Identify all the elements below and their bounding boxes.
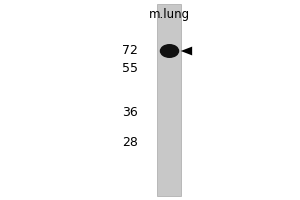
Text: 36: 36	[122, 106, 138, 119]
Text: 72: 72	[122, 45, 138, 58]
Ellipse shape	[160, 44, 179, 58]
Text: m.lung: m.lung	[149, 8, 190, 21]
Text: 28: 28	[122, 136, 138, 150]
Polygon shape	[181, 47, 192, 55]
Text: 55: 55	[122, 62, 138, 75]
Bar	[158, 4, 182, 196]
